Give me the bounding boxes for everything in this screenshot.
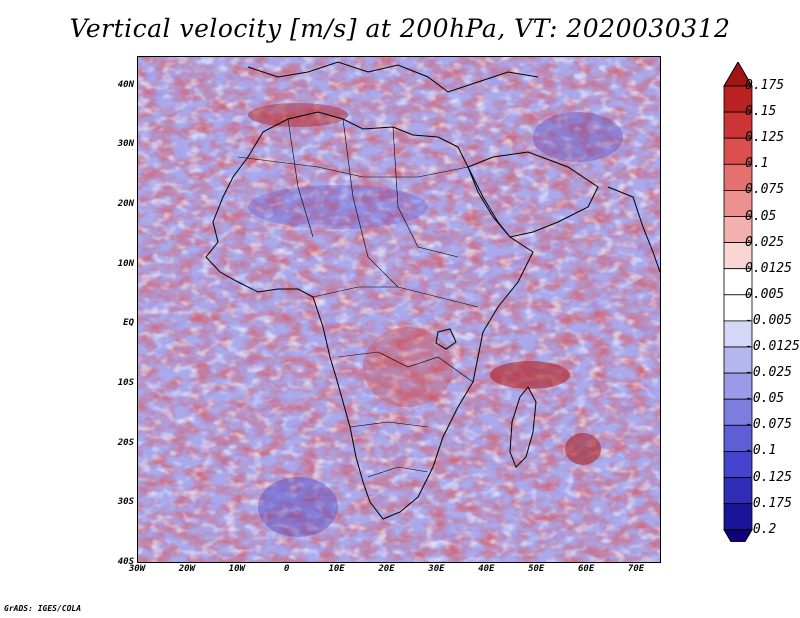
- colorbar-box: [723, 398, 753, 426]
- lat-tick-label: 40S: [117, 557, 134, 567]
- colorbar-label: -0.025: [745, 365, 792, 381]
- colorbar-label: -0.125: [745, 469, 792, 485]
- colorbar-box: [723, 216, 753, 244]
- lon-tick-label: 10E: [328, 564, 345, 574]
- colorbar-box: [723, 268, 753, 296]
- lat-tick-label: EQ: [123, 318, 134, 329]
- colorbar-box: [723, 320, 753, 348]
- lon-tick-label: 10W: [228, 564, 245, 574]
- mixed-zone-middle-east: [533, 112, 623, 162]
- lat-tick-label: 40N: [117, 79, 134, 90]
- colorbar-label: 0.005: [745, 286, 785, 302]
- lon-tick-label: 40E: [478, 564, 495, 574]
- colorbar-box: [723, 477, 753, 505]
- lat-tick-label: 30S: [117, 497, 134, 508]
- colorbar-label: -0.0125: [745, 339, 800, 354]
- colorbar-label: 0.125: [745, 130, 785, 146]
- lon-tick-label: 30E: [428, 564, 445, 574]
- coastline-overlay: [205, 61, 660, 520]
- colorbar-label: 0.15: [745, 104, 777, 120]
- lon-tick-label: 20E: [378, 564, 395, 574]
- lake-victoria: [435, 328, 457, 350]
- colorbar-label: -0.1: [745, 443, 777, 459]
- lon-tick-label: 30W: [128, 564, 146, 574]
- colorbar-label: -0.2: [745, 521, 777, 537]
- lon-tick-label: 50E: [528, 564, 545, 574]
- strong-upward-zone-madagascar-east: [565, 433, 601, 465]
- colorbar-box: [723, 346, 753, 374]
- chart-title: Vertical velocity [m/s] at 200hPa, VT: 2…: [69, 14, 731, 43]
- velocity-field-map: [138, 57, 660, 562]
- colorbar-label: -0.005: [745, 312, 792, 328]
- colorbar-label: 0.025: [745, 234, 785, 250]
- map-plot-area: [137, 56, 661, 563]
- colorbar-label: 0.05: [745, 208, 777, 224]
- colorbar-arrow-min: [723, 529, 753, 542]
- colorbar-box: [723, 372, 753, 400]
- colorbar-box: [723, 111, 753, 139]
- lon-tick-label: 60E: [578, 564, 595, 574]
- colorbar-label: -0.05: [745, 391, 785, 407]
- strong-upward-zone-indian-ocean: [490, 361, 570, 389]
- lat-tick-label: 10S: [117, 378, 134, 389]
- downward-band-sahel: [248, 185, 428, 229]
- lat-tick-label: 30N: [117, 139, 134, 150]
- colorbar-box: [723, 242, 753, 270]
- colorbar: [723, 62, 753, 542]
- colorbar-box: [723, 450, 753, 478]
- colorbar-label: -0.175: [745, 495, 792, 511]
- colorbar-label: 0.075: [745, 182, 785, 198]
- colorbar-box: [723, 424, 753, 452]
- colorbar-box: [723, 294, 753, 322]
- colorbar-box: [723, 137, 753, 165]
- downward-zone-south-atlantic: [258, 477, 338, 537]
- lon-tick-label: 0: [283, 564, 290, 574]
- colorbar-label: 0.0125: [745, 260, 792, 276]
- colorbar-label: -0.075: [745, 417, 792, 433]
- lat-tick-label: 10N: [117, 258, 134, 269]
- field-texture-white: [138, 57, 660, 562]
- africa-coastline: [205, 111, 534, 520]
- colorbar-box: [723, 85, 753, 113]
- country-borders: [237, 118, 479, 478]
- colorbar-label: 0.1: [745, 156, 769, 172]
- colorbar-box: [723, 189, 753, 217]
- arabia-coastline: [467, 151, 599, 238]
- lon-tick-label: 70E: [627, 564, 645, 574]
- lat-tick-label: 20N: [117, 199, 134, 210]
- india-coastline: [607, 186, 660, 273]
- colorbar-box: [723, 163, 753, 191]
- europe-coastline: [247, 61, 539, 93]
- lon-tick-label: 20W: [178, 564, 196, 574]
- madagascar-coastline: [509, 386, 537, 468]
- strong-upward-zone-north-africa: [248, 103, 348, 127]
- footer-credit: GrADS: IGES/COLA: [4, 604, 82, 613]
- lat-tick-label: 20S: [117, 437, 134, 448]
- colorbar-label: 0.175: [745, 78, 785, 93]
